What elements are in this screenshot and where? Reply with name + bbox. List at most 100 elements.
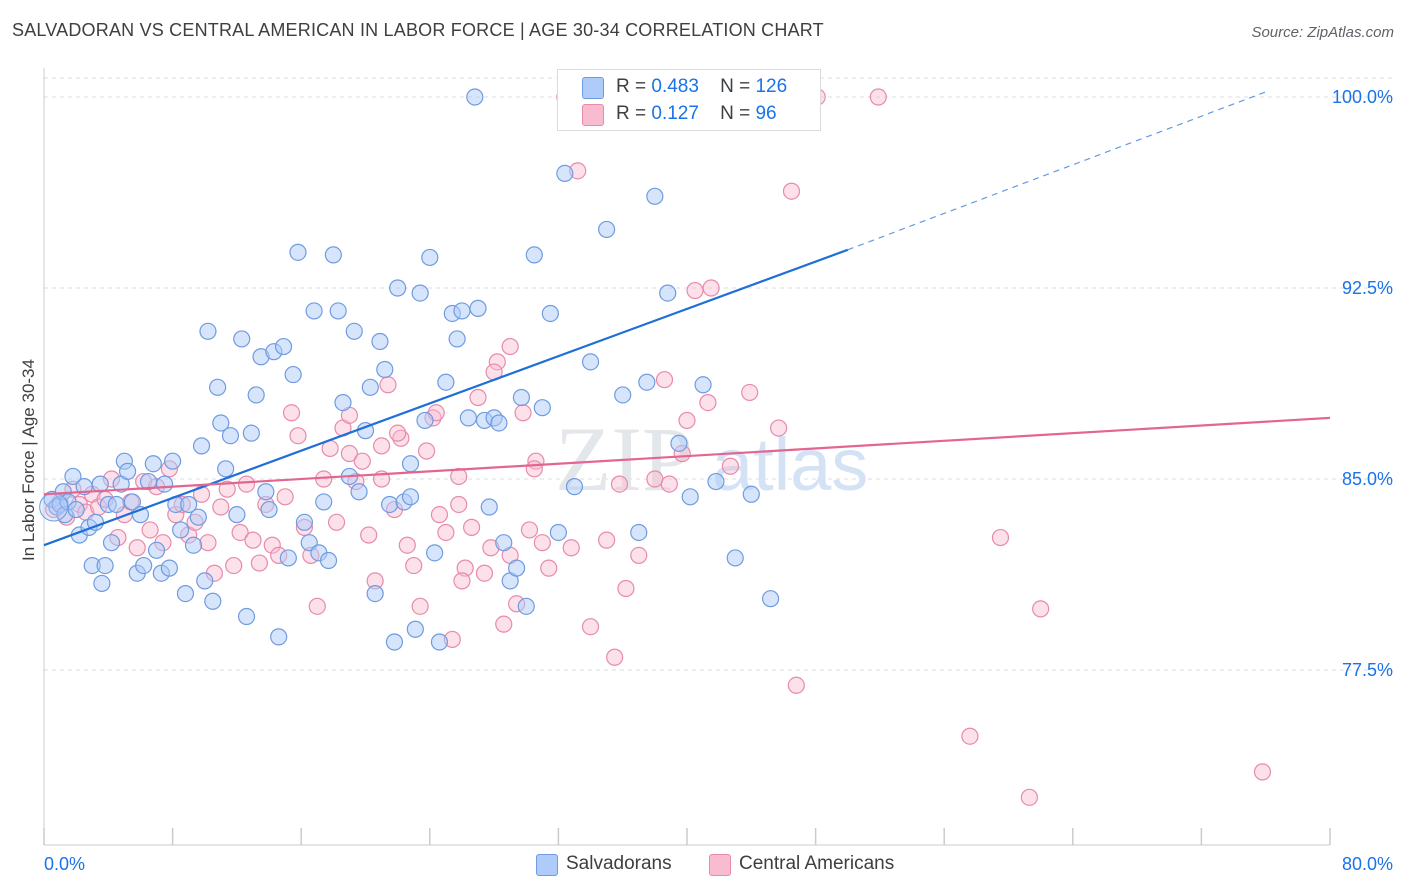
central-americans-point	[453, 572, 471, 590]
salvadorans-point	[279, 549, 297, 567]
legend-swatch-blue	[582, 77, 604, 99]
legend-label: Salvadorans	[566, 853, 672, 874]
tick-labels: 77.5% 85.0% 92.5% 100.0% 0.0% 80.0%	[44, 87, 1393, 874]
salvadorans-point	[638, 373, 656, 391]
central-americans-point	[562, 539, 580, 557]
central-americans-point	[699, 394, 717, 412]
salvadorans-point	[421, 248, 439, 267]
central-americans-point	[372, 437, 391, 455]
y-tick-label: 100.0%	[1332, 87, 1393, 107]
legend-r-label: R =	[616, 76, 647, 97]
salvadorans-point	[376, 360, 394, 379]
central-americans-point	[379, 376, 397, 394]
central-americans-point	[869, 88, 887, 106]
central-americans-point	[501, 337, 519, 356]
central-americans-point	[610, 475, 629, 493]
salvadorans-point	[726, 549, 744, 567]
central-americans-point	[686, 281, 704, 300]
salvadorans-point	[274, 337, 293, 356]
salvadorans-point	[385, 633, 404, 651]
central-americans-point	[456, 559, 474, 577]
y-tick-label: 77.5%	[1342, 660, 1393, 680]
salvadorans-point	[189, 508, 207, 526]
salvadorans-point	[549, 523, 568, 542]
central-americans-point	[655, 371, 674, 389]
salvadorans-point	[614, 386, 632, 404]
legend-swatch-blue	[536, 854, 558, 876]
central-americans-point	[581, 618, 600, 636]
salvadorans-point	[118, 462, 137, 480]
central-americans-point	[660, 475, 678, 493]
salvadorans-point	[305, 302, 323, 320]
salvadorans-point	[646, 187, 664, 205]
salvadorans-point	[426, 544, 444, 562]
salvadorans-point	[659, 284, 677, 302]
central-americans-point	[276, 488, 294, 506]
salvadorans-point	[199, 322, 217, 340]
salvadorans-point	[209, 378, 227, 396]
salvadorans-point	[533, 399, 551, 417]
central-americans-point	[1020, 788, 1038, 806]
central-americans-point	[389, 424, 407, 442]
central-americans-point	[450, 467, 468, 486]
central-americans-point	[411, 597, 429, 615]
central-americans-point	[991, 528, 1010, 547]
central-americans-point	[340, 444, 359, 463]
salvadorans-point	[260, 500, 278, 519]
x-tick-label: 80.0%	[1342, 854, 1393, 874]
salvadorans-point	[135, 556, 153, 575]
y-axis-label: In Labor Force | Age 30-34	[19, 359, 38, 561]
salvadorans-point	[598, 220, 616, 239]
salvadorans-point	[102, 534, 121, 552]
salvadorans-point	[411, 284, 429, 302]
legend-n-label: N =	[720, 76, 751, 97]
salvadorans-point	[67, 500, 85, 519]
central-americans-point	[327, 513, 346, 531]
salvadorans-point	[221, 427, 240, 445]
central-americans-point	[488, 353, 506, 371]
salvadorans-point	[180, 495, 198, 514]
central-americans-point	[617, 579, 635, 598]
legend-label: Central Americans	[739, 853, 895, 874]
salvadorans-point	[517, 597, 535, 615]
salvadorans-point	[64, 467, 82, 486]
salvadorans-point	[242, 424, 260, 442]
central-americans-trend-line	[43, 416, 1331, 496]
central-americans-point	[721, 457, 740, 475]
central-americans-point	[540, 559, 558, 577]
central-americans-point	[770, 419, 788, 437]
gridlines	[44, 77, 1395, 671]
salvadorans-point	[350, 483, 368, 501]
salvadorans-point	[761, 590, 780, 608]
central-americans-point	[606, 648, 624, 666]
salvadorans-point	[93, 574, 111, 593]
central-americans-point	[646, 470, 664, 488]
salvadorans-point	[361, 378, 379, 396]
central-americans-point	[495, 615, 513, 633]
source-label: Source: ZipAtlas.com	[1251, 24, 1394, 41]
salvadorans-point	[172, 521, 190, 539]
salvadorans-point	[164, 452, 182, 470]
salvadorans-point	[495, 534, 513, 552]
salvadorans-point	[466, 88, 484, 106]
central-americans-point	[141, 521, 159, 539]
central-americans-point	[405, 556, 423, 575]
central-americans-point	[250, 554, 269, 572]
salvadorans-point	[196, 572, 214, 590]
salvadorans-point	[147, 541, 166, 559]
central-americans-point	[520, 521, 539, 539]
central-americans-point	[702, 279, 720, 297]
salvadorans-point	[469, 299, 487, 317]
salvadorans-point	[430, 633, 449, 651]
salvadorans-point	[184, 536, 203, 554]
central-americans-point	[630, 546, 648, 565]
x-tick-label: 0.0%	[44, 854, 85, 874]
salvadorans-point	[123, 493, 142, 511]
salvadorans-point	[237, 607, 256, 626]
salvadorans-point	[512, 388, 531, 407]
central-americans-point	[128, 539, 146, 557]
central-americans-point	[289, 427, 307, 445]
salvadorans-point	[742, 485, 760, 503]
salvadorans-point	[345, 322, 363, 340]
central-americans-point	[469, 388, 487, 407]
